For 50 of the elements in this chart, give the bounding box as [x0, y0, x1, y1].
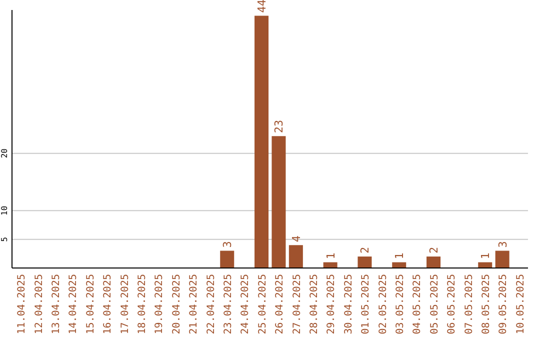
data-label: 1: [479, 252, 492, 260]
x-tick-label: 03.05.2025: [395, 274, 406, 334]
x-tick-label: 17.04.2025: [120, 274, 131, 334]
data-label: 1: [324, 252, 338, 260]
x-tick-label: 09.05.2025: [498, 274, 510, 334]
y-tick-label: 5: [0, 236, 9, 242]
x-tick-label: 30.04.2025: [343, 274, 354, 334]
x-tick-label: 19.04.2025: [154, 274, 166, 334]
data-label: 3: [496, 241, 510, 248]
x-tick-label: 29.04.2025: [326, 274, 338, 334]
bar: [358, 256, 372, 268]
x-tick-label: 02.05.2025: [378, 274, 389, 334]
data-label: 1: [393, 252, 406, 260]
x-tick-label: 27.04.2025: [292, 274, 303, 334]
x-tick-label: 24.04.2025: [240, 274, 252, 334]
bar: [254, 16, 269, 268]
y-tick-label: 20: [0, 148, 9, 158]
x-tick-label: 06.05.2025: [446, 274, 458, 334]
x-tick-label: 12.04.2025: [34, 274, 45, 334]
x-tick-label: 21.04.2025: [188, 274, 200, 334]
x-tick-label: 20.04.2025: [171, 274, 182, 334]
x-tick-label: 14.04.2025: [68, 274, 80, 334]
x-tick-label: 26.04.2025: [274, 274, 286, 334]
data-label: 2: [428, 246, 441, 254]
x-tick-label: 10.05.2025: [515, 274, 526, 334]
data-label: 44: [256, 0, 269, 13]
data-label: 2: [358, 246, 372, 254]
bar: [288, 245, 303, 268]
bar: [272, 136, 286, 268]
x-tick-label: 04.05.2025: [412, 274, 424, 334]
data-label: 23: [272, 120, 286, 134]
bar: [426, 256, 441, 268]
x-tick-label: 25.04.2025: [257, 274, 268, 334]
x-tick-label: 11.04.2025: [16, 274, 28, 334]
x-tick-label: 01.05.2025: [360, 274, 372, 334]
bar: [495, 250, 510, 268]
x-tick-label: 23.04.2025: [223, 274, 234, 334]
x-tick-label: 28.04.2025: [309, 274, 320, 334]
x-tick-label: 05.05.2025: [429, 274, 440, 334]
x-tick-label: 15.04.2025: [85, 274, 96, 334]
x-tick-label: 08.05.2025: [481, 274, 492, 334]
x-tick-label: 16.04.2025: [102, 274, 114, 334]
bar: [220, 250, 234, 268]
data-label: 4: [290, 235, 303, 242]
x-tick-label: 18.04.2025: [137, 274, 148, 334]
x-tick-label: 22.04.2025: [206, 274, 217, 334]
y-tick-label: 10: [0, 206, 9, 216]
data-label: 3: [221, 241, 234, 248]
x-tick-label: 13.04.2025: [51, 274, 62, 334]
x-tick-label: 07.05.2025: [464, 274, 475, 334]
